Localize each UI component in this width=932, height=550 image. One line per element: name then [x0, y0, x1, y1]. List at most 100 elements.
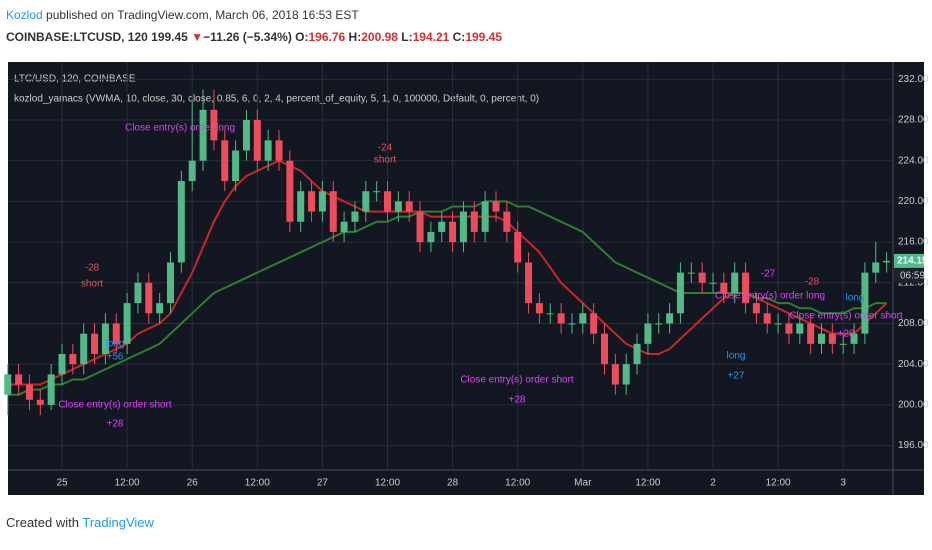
annotation: Close entry(s) order short — [460, 375, 574, 386]
candle-body — [514, 231, 522, 263]
annotation: +56 — [107, 352, 124, 363]
candle-body — [525, 262, 533, 304]
candle-body — [36, 399, 44, 405]
candle-body — [351, 211, 359, 222]
y-tick-label: 232.00 — [898, 74, 929, 85]
high: 200.98 — [361, 30, 398, 44]
candle-body — [416, 211, 424, 243]
y-tick-label: 204.00 — [898, 359, 929, 370]
candle-body — [611, 364, 619, 385]
x-tick-label: 3 — [840, 478, 846, 489]
y-tick-label: 212.00 — [898, 277, 929, 288]
footer: Created with TradingView — [6, 515, 154, 530]
candle-body — [557, 313, 565, 324]
candle-body — [872, 262, 880, 273]
candle-body — [134, 282, 142, 304]
published: published on TradingView.com, March 06, … — [46, 8, 359, 22]
candle-body — [58, 354, 66, 375]
c-label: C: — [452, 30, 466, 44]
author[interactable]: Kozlod — [6, 8, 43, 22]
candle-body — [655, 323, 663, 325]
candle-body — [156, 303, 164, 314]
y-tick-label: 208.00 — [898, 318, 929, 329]
candle-body — [828, 333, 836, 344]
candle-body — [188, 160, 196, 182]
open: 196.76 — [308, 30, 346, 44]
candle-body — [807, 323, 815, 344]
candle-body — [742, 272, 750, 304]
candle-body — [818, 333, 825, 344]
candle-body — [427, 231, 435, 243]
candle-body — [394, 201, 402, 212]
candle-body — [286, 160, 294, 222]
candle-body — [449, 221, 457, 243]
annotation: Close entry(s) order long — [715, 291, 825, 302]
o-label: O: — [295, 30, 309, 44]
candle-body — [503, 211, 511, 232]
low: 194.21 — [412, 30, 450, 44]
candle-body — [687, 272, 695, 274]
annotation: long — [727, 351, 746, 362]
candle-body — [297, 191, 305, 222]
x-tick-label: 2 — [710, 478, 716, 489]
candle-body — [666, 313, 674, 324]
candle-body — [546, 313, 554, 315]
candle-body — [568, 323, 576, 325]
candle-body — [633, 343, 641, 365]
candle-body — [80, 333, 88, 365]
annotation: short — [374, 155, 396, 166]
candle-body — [47, 374, 55, 405]
candle-body — [850, 333, 858, 344]
x-tick-label: 12:00 — [766, 478, 791, 489]
countdown: 06:59 — [900, 271, 925, 282]
annotation: long — [846, 293, 865, 304]
arrow: ▼ — [191, 30, 204, 44]
candle-body — [308, 191, 316, 212]
chart-bg — [8, 62, 924, 495]
candle-body — [69, 354, 77, 365]
candle-body — [25, 384, 33, 400]
last-price-box — [894, 253, 924, 268]
close: 199.45 — [465, 30, 503, 44]
annotation: +28 — [509, 395, 526, 406]
candle-body — [883, 260, 891, 263]
annotation: -28 — [805, 277, 820, 288]
x-tick-label: 12:00 — [375, 478, 400, 489]
candle-body — [731, 272, 739, 293]
candle-body — [232, 150, 240, 182]
candle-body — [535, 303, 543, 314]
last-price: 214.15 — [897, 256, 928, 267]
annotation: Close entry(s) order long — [125, 123, 235, 134]
y-tick-label: 196.00 — [898, 440, 929, 451]
candle-body — [318, 191, 326, 212]
candle-body — [221, 140, 229, 182]
candle-body — [405, 201, 413, 212]
candle-body — [329, 191, 337, 232]
y-tick-label: 224.00 — [898, 155, 929, 166]
candle-body — [590, 313, 598, 334]
candle-body — [481, 201, 489, 232]
annotation: short — [81, 279, 103, 290]
change: −11.26 (−5.34%) — [203, 30, 292, 44]
y-tick-label: 228.00 — [898, 115, 929, 126]
brand[interactable]: TradingView — [82, 515, 154, 530]
y-tick-label: 220.00 — [898, 196, 929, 207]
y-tick-label: 216.00 — [898, 237, 929, 248]
candle-body — [763, 313, 771, 324]
candle-body — [177, 181, 185, 263]
quote-line: COINBASE:LTCUSD, 120 199.45 ▼−11.26 (−5.… — [6, 26, 502, 48]
candle-body — [145, 282, 153, 314]
indicator: kozlod_yamacs (VWMA, 10, close, 30, clos… — [14, 94, 539, 105]
candle-body — [579, 313, 587, 324]
candle-body — [275, 140, 283, 161]
ma-line — [7, 200, 887, 396]
candle-body — [199, 109, 207, 161]
created: Created with — [6, 515, 79, 530]
candle-body — [796, 323, 804, 334]
annotation: +28 — [107, 419, 124, 430]
x-tick-label: 25 — [56, 478, 68, 489]
annotation: Close entry(s) order short — [58, 400, 172, 411]
candle-body — [676, 272, 684, 314]
annotation: +28 — [838, 329, 855, 340]
candle-body — [210, 109, 218, 141]
